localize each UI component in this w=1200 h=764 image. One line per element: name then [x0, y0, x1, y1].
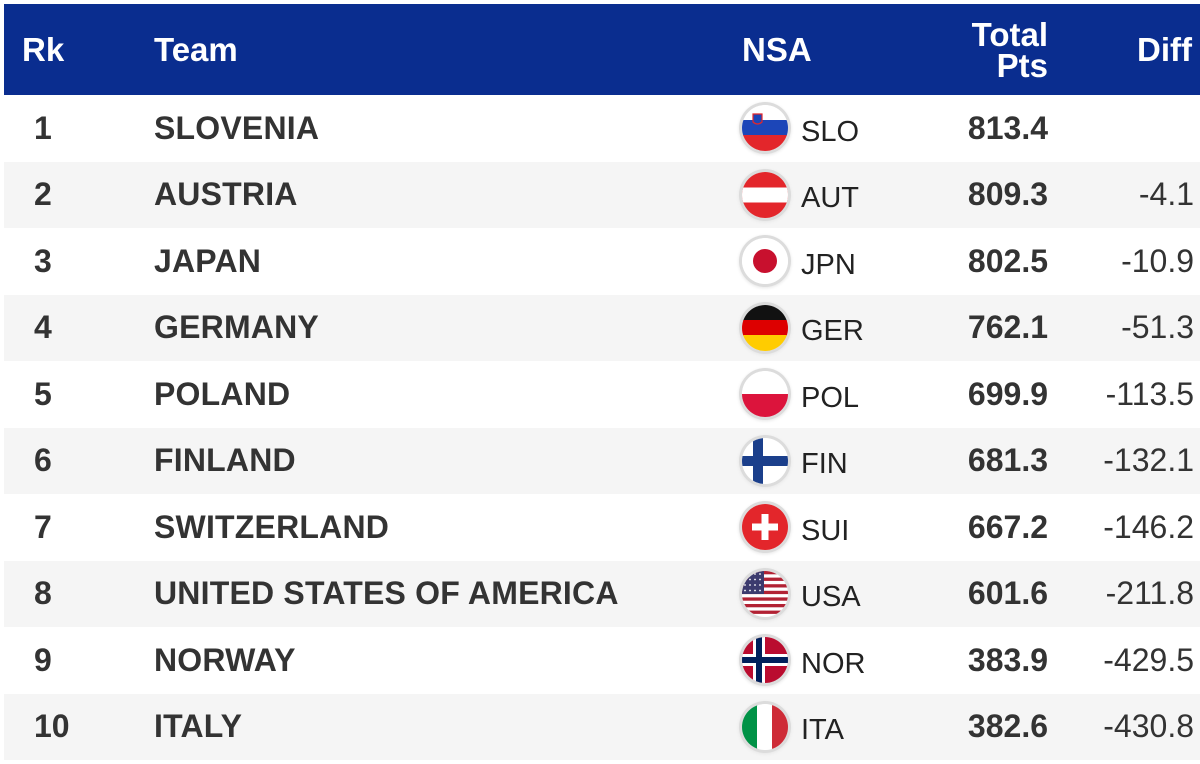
team-name[interactable]: FINLAND [154, 442, 296, 478]
nsa-code: USA [801, 581, 861, 613]
rank-cell: 9 [34, 641, 52, 678]
header-total-pts[interactable]: Total Pts [928, 4, 1048, 95]
poland-flag-icon [742, 361, 788, 427]
table-row[interactable]: 5 POLAND POL 699.9 -113.5 [4, 361, 1200, 428]
table-header: Rk Team NSA Total Pts Diff [4, 4, 1200, 95]
table-row[interactable]: 4 GERMANY GER 762.1 -51.3 [4, 294, 1200, 361]
nsa-code: FIN [801, 448, 848, 480]
switzerland-flag-icon [742, 494, 788, 560]
total-points: 681.3 [967, 442, 1048, 478]
diff-value: -51.3 [1121, 309, 1194, 345]
rank-cell: 8 [34, 575, 52, 611]
header-nsa[interactable]: NSA [742, 30, 812, 68]
table-row[interactable]: 9 NORWAY NOR 383.9 -429.5 [4, 627, 1200, 694]
team-name[interactable]: AUSTRIA [154, 176, 298, 212]
header-team[interactable]: Team [154, 30, 238, 68]
table-row[interactable]: 10 ITALY ITA 382.6 -430.8 [4, 693, 1200, 760]
diff-value: -4.1 [1138, 176, 1194, 212]
nsa-code: SLO [801, 115, 860, 148]
team-name[interactable]: SLOVENIA [154, 109, 320, 146]
nsa-code: AUT [801, 182, 859, 214]
rank-cell: 3 [34, 242, 52, 279]
finland-flag-icon [742, 428, 788, 494]
total-points: 382.6 [967, 708, 1048, 744]
team-name[interactable]: UNITED STATES OF AMERICA [154, 575, 619, 611]
header-total-line2: Pts [996, 46, 1048, 84]
diff-value: -132.1 [1103, 442, 1194, 478]
germany-flag-icon [742, 295, 788, 361]
diff-value: -113.5 [1105, 375, 1194, 412]
nsa-code: JPN [801, 248, 856, 281]
rank-cell: 10 [34, 708, 70, 744]
usa-flag-icon [742, 561, 788, 627]
rank-cell: 4 [34, 309, 52, 345]
table-row[interactable]: 3 JAPAN JPN 802.5 -10.9 [4, 228, 1200, 295]
rank-cell: 2 [34, 176, 52, 212]
total-points: 699.9 [967, 375, 1048, 412]
team-name[interactable]: GERMANY [154, 309, 319, 345]
rank-cell: 1 [34, 109, 52, 146]
total-points: 601.6 [967, 575, 1048, 611]
italy-flag-icon [742, 694, 788, 760]
diff-value: -430.8 [1103, 708, 1194, 744]
nsa-code: ITA [801, 714, 844, 746]
header-rank[interactable]: Rk [22, 30, 65, 68]
total-points: 802.5 [967, 242, 1048, 279]
total-points: 762.1 [967, 309, 1048, 345]
rank-cell: 7 [34, 508, 52, 545]
team-name[interactable]: NORWAY [154, 641, 296, 678]
rank-cell: 6 [34, 442, 52, 478]
austria-flag-icon [742, 162, 788, 228]
nsa-code: SUI [801, 514, 850, 547]
diff-value: -10.9 [1121, 242, 1194, 279]
team-name[interactable]: ITALY [154, 708, 243, 744]
header-total-line1: Total [971, 15, 1048, 53]
table-row[interactable]: 8 UNITED STATES OF AMERICA USA 601.6 -211.8 [4, 560, 1200, 627]
table-row[interactable]: 1 SLOVENIA SLO 813.4 [4, 95, 1200, 162]
nsa-code: NOR [801, 647, 866, 680]
header-diff[interactable]: Diff [1137, 30, 1192, 68]
total-points: 383.9 [967, 641, 1048, 678]
table-row[interactable]: 2 AUSTRIA AUT 809.3 -4.1 [4, 161, 1200, 228]
slovenia-flag-icon [742, 95, 788, 161]
total-points: 667.2 [967, 508, 1048, 545]
diff-value: -146.2 [1103, 508, 1194, 545]
team-name[interactable]: JAPAN [154, 242, 262, 279]
total-points: 813.4 [967, 109, 1048, 146]
rank-cell: 5 [34, 375, 52, 412]
japan-flag-icon [742, 228, 788, 294]
table-row[interactable]: 7 SWITZERLAND SUI 667.2 -146.2 [4, 494, 1200, 561]
total-points: 809.3 [967, 176, 1048, 212]
nsa-code: POL [801, 381, 860, 414]
team-name[interactable]: SWITZERLAND [154, 508, 390, 545]
diff-value: -429.5 [1103, 641, 1194, 678]
nsa-code: GER [801, 315, 864, 347]
diff-value: -211.8 [1105, 575, 1194, 611]
team-name[interactable]: POLAND [154, 375, 291, 412]
table-row[interactable]: 6 FINLAND FIN 681.3 -132.1 [4, 427, 1200, 494]
norway-flag-icon [742, 627, 788, 693]
standings-table: Rk Team NSA Total Pts Diff 1 SLOVENIA SLO 8… [4, 4, 1200, 760]
